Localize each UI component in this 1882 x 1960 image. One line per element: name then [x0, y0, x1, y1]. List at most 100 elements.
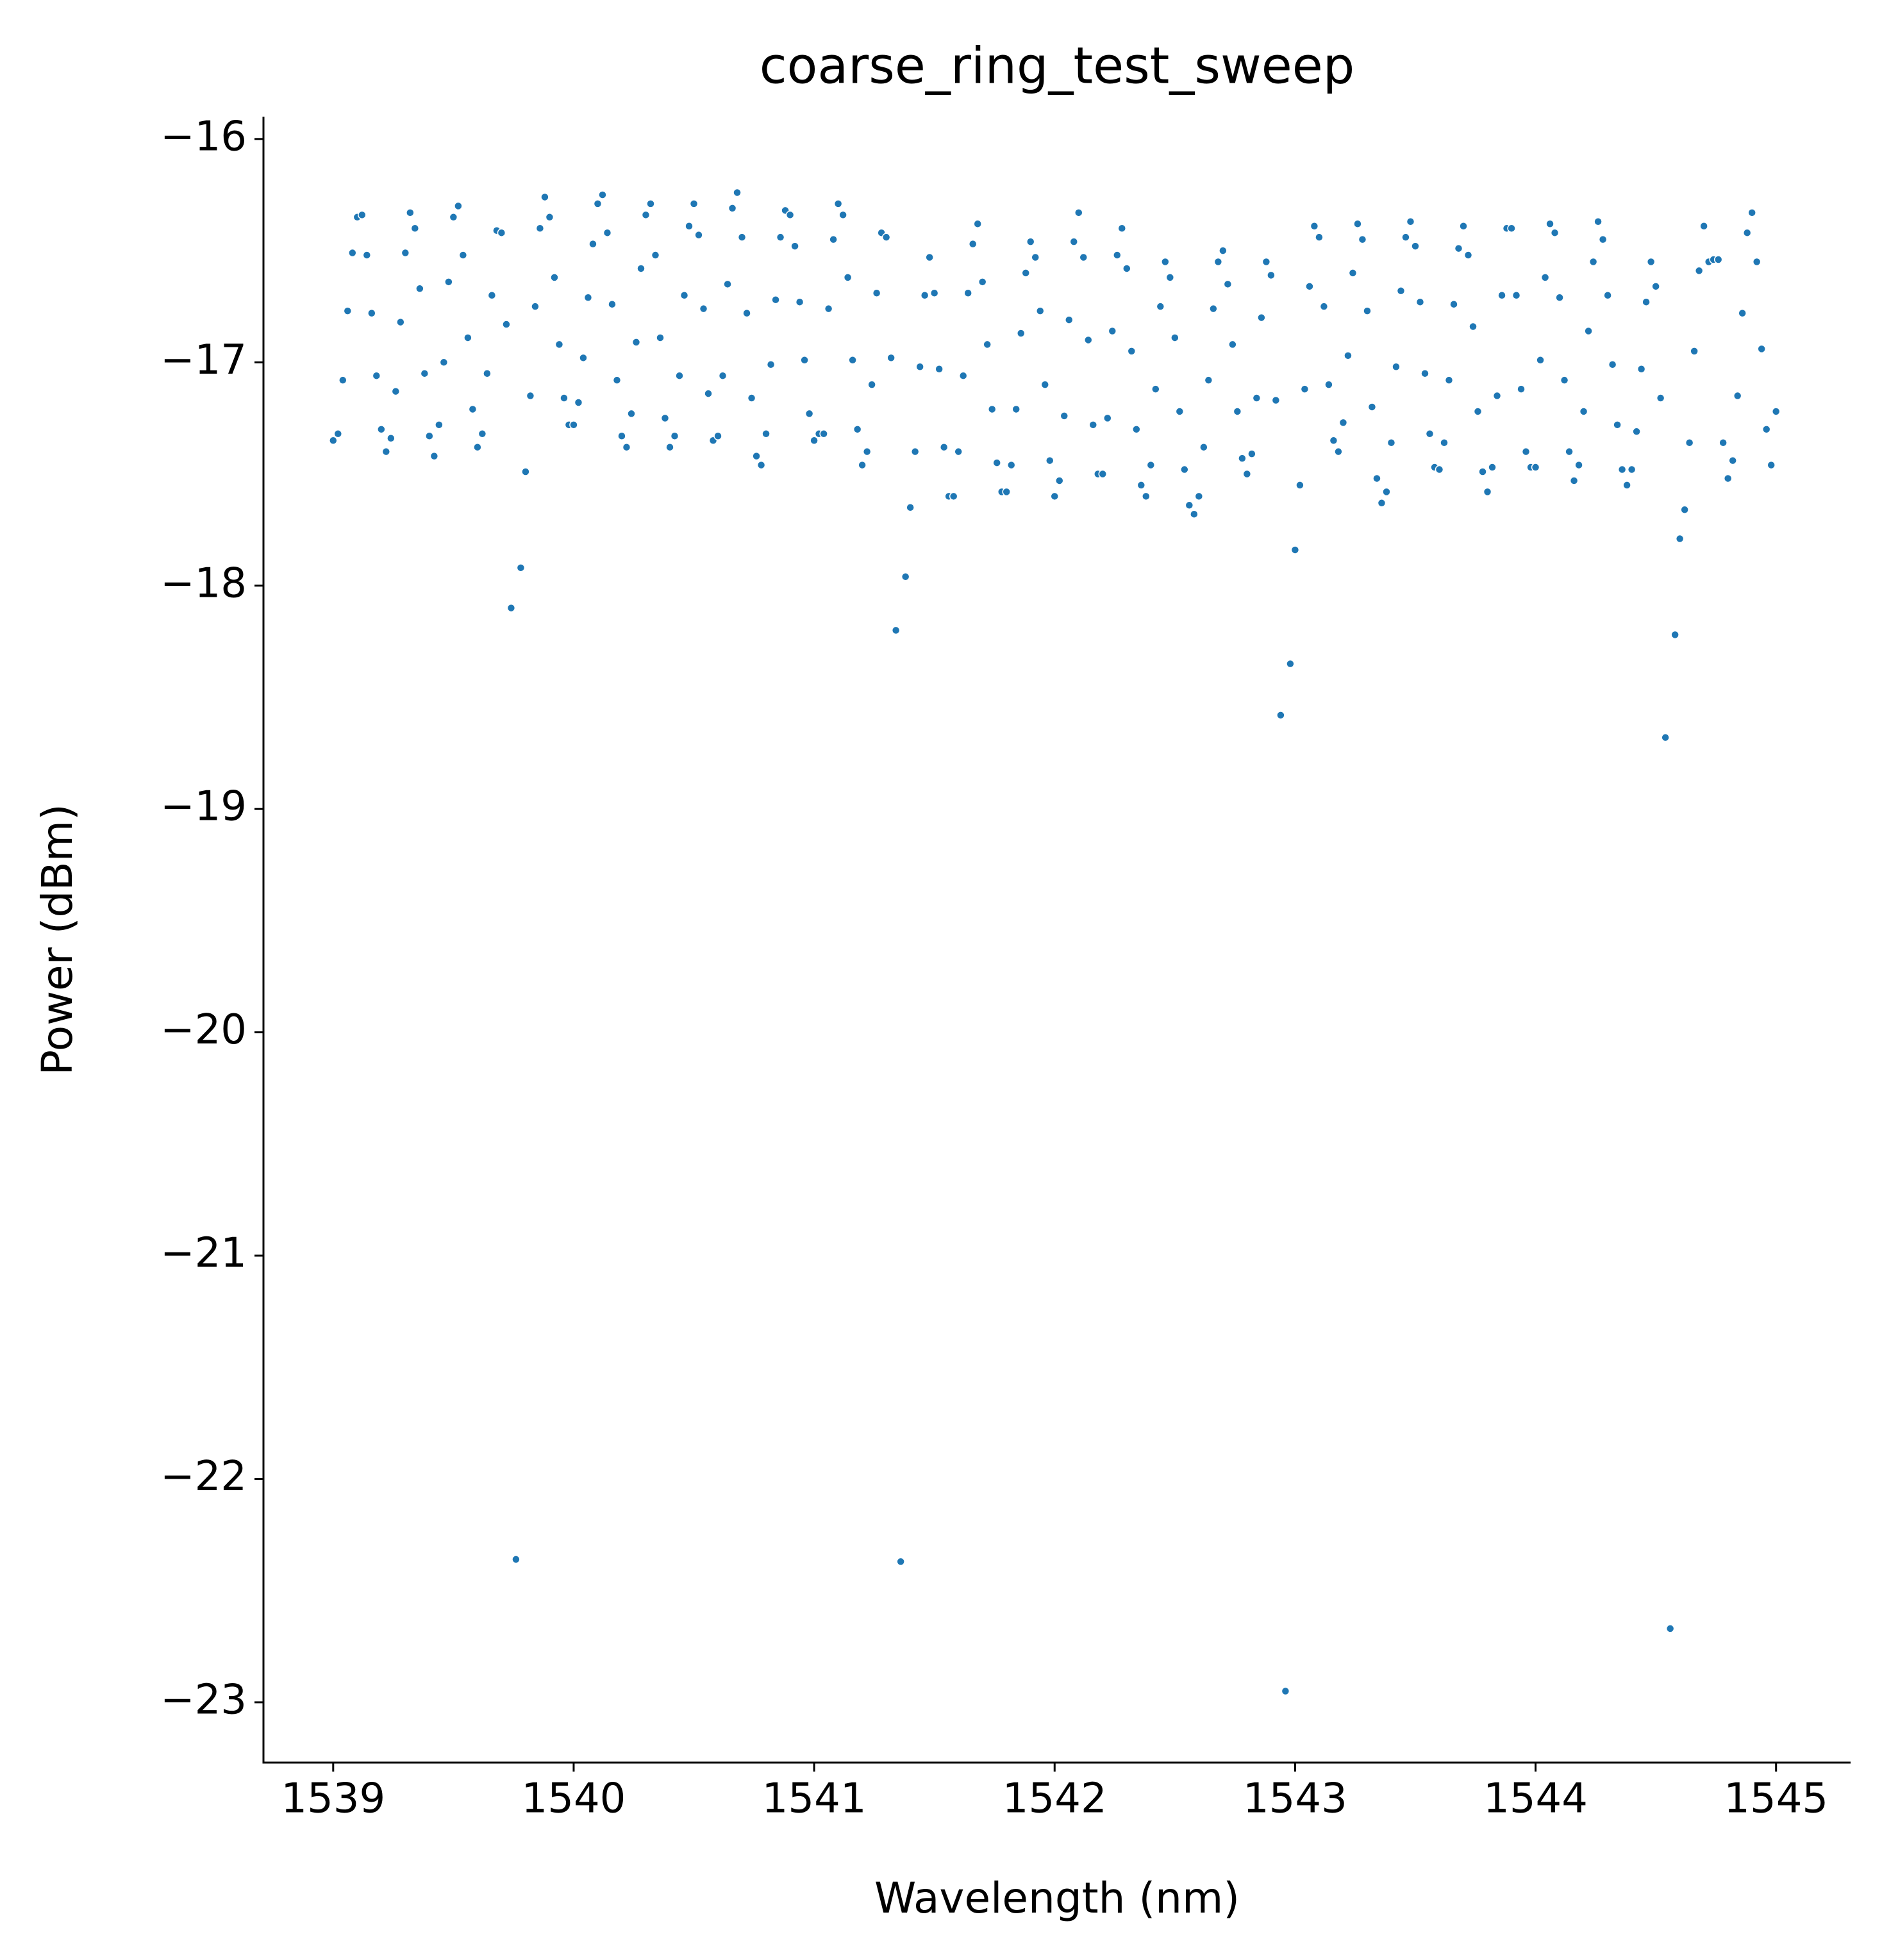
scatter-point	[1334, 447, 1343, 456]
scatter-point	[1271, 395, 1281, 405]
scatter-point	[1305, 282, 1314, 291]
scatter-point	[1315, 233, 1324, 242]
scatter-point	[1738, 308, 1747, 318]
scatter-point	[1752, 257, 1761, 267]
scatter-point	[1670, 630, 1679, 640]
scatter-point	[1469, 322, 1478, 331]
scatter-point	[1228, 340, 1237, 349]
scatter-point	[1060, 411, 1069, 420]
scatter-point	[1113, 251, 1122, 260]
scatter-point	[1613, 420, 1622, 429]
scatter-point	[429, 451, 439, 461]
scatter-point	[983, 340, 992, 349]
scatter-point	[574, 398, 583, 407]
scatter-point	[526, 391, 535, 401]
scatter-point	[1531, 463, 1540, 472]
scatter-point	[1035, 306, 1045, 315]
scatter-point	[1084, 335, 1093, 345]
scatter-point	[1521, 447, 1531, 456]
scatter-point	[1012, 404, 1020, 414]
scatter-point	[737, 233, 747, 242]
scatter-point	[1473, 407, 1483, 416]
scatter-point	[531, 302, 540, 311]
scatter-point	[1021, 269, 1030, 278]
scatter-point	[1194, 492, 1204, 501]
scatter-point	[1233, 407, 1242, 416]
y-tick-label: −22	[160, 1453, 247, 1500]
scatter-point	[1459, 221, 1468, 231]
scatter-point	[1137, 481, 1146, 490]
scatter-point	[1584, 326, 1593, 336]
scatter-point	[1536, 356, 1545, 365]
scatter-point	[819, 429, 828, 438]
scatter-point	[1545, 219, 1554, 229]
x-tick-label: 1542	[1003, 1775, 1107, 1823]
scatter-point	[1574, 460, 1583, 470]
scatter-point	[1151, 385, 1160, 394]
scatter-point	[506, 603, 516, 613]
scatter-point	[1642, 297, 1651, 306]
scatter-point	[646, 199, 655, 208]
scatter-point	[1122, 264, 1131, 273]
scatter-point	[1632, 427, 1641, 436]
scatter-point	[1387, 438, 1396, 447]
scatter-point	[401, 248, 410, 258]
scatter-point	[1622, 481, 1631, 490]
scatter-point	[1290, 545, 1300, 554]
scatter-point	[1377, 499, 1387, 508]
scatter-point	[348, 248, 357, 258]
scatter-point	[1492, 391, 1502, 401]
scatter-point	[1329, 436, 1338, 445]
scatter-point	[1055, 476, 1064, 485]
scatter-point	[1478, 467, 1487, 476]
scatter-point	[449, 213, 458, 222]
scatter-point	[1713, 255, 1723, 264]
scatter-point	[1415, 297, 1425, 306]
scatter-point	[463, 333, 472, 342]
scatter-point	[929, 288, 939, 298]
scatter-point	[728, 204, 737, 213]
scatter-point	[1565, 447, 1574, 456]
scatter-point	[795, 297, 804, 306]
scatter-point	[516, 563, 526, 572]
scatter-point	[608, 299, 617, 309]
x-tick-label: 1545	[1724, 1775, 1828, 1823]
x-axis-label: Wavelength (nm)	[874, 1873, 1240, 1923]
scatter-point	[1627, 465, 1636, 474]
scatter-point	[1108, 326, 1117, 336]
scatter-point	[1074, 208, 1083, 217]
scatter-point	[1180, 465, 1189, 474]
scatter-point	[804, 409, 814, 419]
scatter-point	[1463, 251, 1473, 260]
scatter-point	[1646, 257, 1656, 267]
scatter-point	[1358, 235, 1367, 244]
scatter-point	[785, 210, 795, 220]
scatter-point	[935, 364, 944, 374]
scatter-point	[1636, 364, 1646, 374]
scatter-point	[1425, 429, 1435, 438]
scatter-point	[1747, 208, 1756, 217]
scatter-point	[858, 460, 867, 470]
scatter-point	[627, 409, 636, 419]
scatter-point	[1661, 733, 1670, 742]
scatter-point	[560, 394, 569, 403]
scatter-point	[1608, 360, 1617, 369]
scatter-point	[631, 338, 641, 347]
scatter-point	[843, 273, 853, 282]
scatter-point	[1420, 369, 1429, 378]
scatter-point	[887, 353, 895, 363]
scatter-point	[1204, 376, 1213, 385]
scatter-point	[1242, 469, 1252, 479]
scatter-point	[1411, 242, 1420, 251]
scatter-point	[1560, 376, 1569, 385]
scatter-point	[406, 208, 415, 217]
scatter-point	[333, 429, 343, 438]
scatter-point	[1665, 1624, 1675, 1633]
scatter-point	[554, 340, 564, 349]
scatter-point	[545, 213, 554, 222]
scatter-point	[1742, 228, 1752, 237]
scatter-point	[1127, 347, 1137, 356]
scatter-point	[473, 442, 482, 452]
scatter-point	[420, 369, 429, 378]
